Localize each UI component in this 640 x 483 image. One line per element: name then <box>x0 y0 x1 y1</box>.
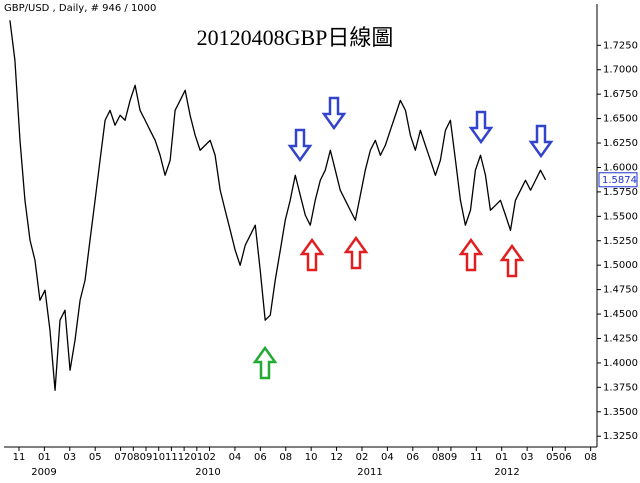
y-tick-label: 1.5500 <box>603 211 638 222</box>
x-tick-label: 08 <box>127 452 140 463</box>
down-arrow <box>468 110 494 145</box>
arrows <box>252 96 554 380</box>
x-tick-label: 09 <box>140 452 153 463</box>
x-tick-label: 11 <box>470 452 483 463</box>
x-tick-label: 04 <box>381 452 394 463</box>
up-arrow <box>252 345 278 380</box>
x-tick-label: 06 <box>254 452 267 463</box>
x-tick-label: 12 <box>178 452 191 463</box>
x-tick-label: 08 <box>279 452 292 463</box>
x-tick-label: 11 <box>165 452 178 463</box>
x-tick-label: 08 <box>432 452 445 463</box>
x-tick-label: 06 <box>559 452 572 463</box>
down-arrow <box>321 96 347 131</box>
x-tick-label: 08 <box>584 452 597 463</box>
x-tick-label: 01 <box>495 452 508 463</box>
last-price-label: 1.5874 <box>602 175 637 186</box>
year-label: 2010 <box>195 467 220 478</box>
x-tick-label: 06 <box>406 452 419 463</box>
up-arrow <box>499 243 525 278</box>
x-tick-label: 01 <box>190 452 203 463</box>
y-tick-label: 1.7000 <box>603 65 638 76</box>
x-tick-label: 07 <box>114 452 127 463</box>
y-tick-label: 1.6250 <box>603 138 638 149</box>
x-tick-label: 11 <box>13 452 26 463</box>
y-tick-label: 1.4500 <box>603 309 638 320</box>
y-tick-label: 1.5750 <box>603 187 638 198</box>
x-tick-label: 04 <box>229 452 242 463</box>
year-label: 2011 <box>357 467 382 478</box>
y-tick-label: 1.4750 <box>603 285 638 296</box>
year-label: 2009 <box>31 467 56 478</box>
x-tick-label: 12 <box>330 452 343 463</box>
x-tick-label: 10 <box>305 452 318 463</box>
y-tick-label: 1.5250 <box>603 236 638 247</box>
x-tick-label: 05 <box>89 452 102 463</box>
up-arrow <box>343 235 369 270</box>
y-tick-label: 1.6750 <box>603 89 638 100</box>
price-line <box>9 20 547 391</box>
y-tick-label: 1.4000 <box>603 358 638 369</box>
y-tick-label: 1.3250 <box>603 431 638 442</box>
x-tick-label: 02 <box>203 452 216 463</box>
y-tick-label: 1.3750 <box>603 382 638 393</box>
x-tick-label: 10 <box>152 452 165 463</box>
x-tick-label: 01 <box>38 452 51 463</box>
chart-header: GBP/USD , Daily, # 946 / 1000 <box>4 3 156 14</box>
y-tick-label: 1.6000 <box>603 162 638 173</box>
last-price-box <box>598 172 638 188</box>
chart-title: 20120408GBP日線圖 <box>197 25 394 50</box>
down-arrow <box>287 128 313 163</box>
y-tick-label: 1.5000 <box>603 260 638 271</box>
x-tick-label: 02 <box>356 452 369 463</box>
y-tick-label: 1.4250 <box>603 333 638 344</box>
up-arrow <box>458 237 484 272</box>
up-arrow <box>299 237 325 272</box>
y-tick-label: 1.7250 <box>603 40 638 51</box>
y-tick-label: 1.3500 <box>603 407 638 418</box>
x-tick-label: 03 <box>63 452 76 463</box>
y-tick-label: 1.6500 <box>603 114 638 125</box>
x-tick-label: 09 <box>445 452 458 463</box>
x-tick-label: 03 <box>521 452 534 463</box>
down-arrow <box>528 124 554 159</box>
year-label: 2012 <box>494 467 519 478</box>
x-tick-label: 05 <box>546 452 559 463</box>
